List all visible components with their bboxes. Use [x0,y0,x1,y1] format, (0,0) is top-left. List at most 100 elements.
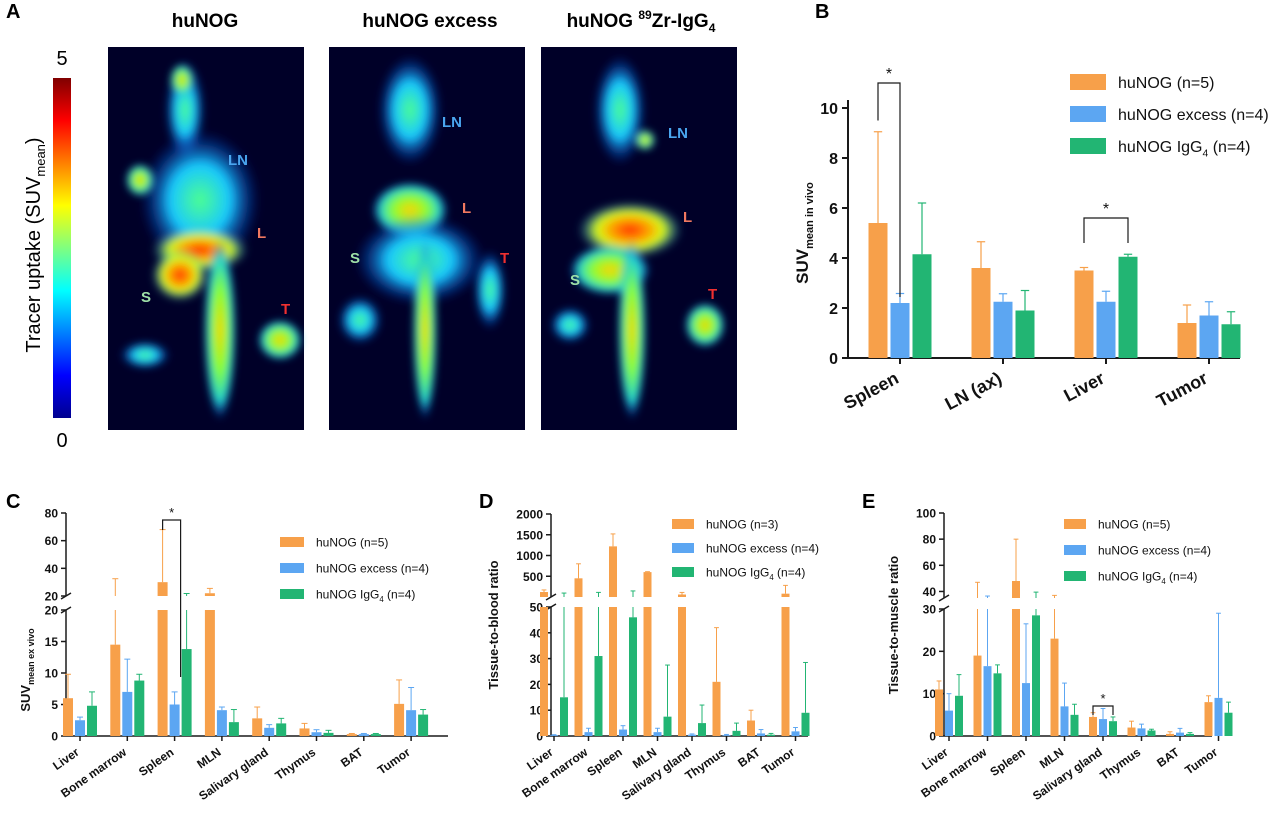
d-bar [653,732,662,736]
e-bar [1012,581,1020,598]
e-legend-swatch [1064,519,1086,529]
b-significance-star: * [886,66,892,83]
e-bar [993,673,1002,736]
e-bar [1032,615,1040,736]
e-bar [1147,730,1156,736]
b-bar [1118,256,1138,358]
c-legend-swatch [280,589,304,599]
d-y-tick-label: 500 [523,570,543,584]
d-bar [663,716,672,736]
d-x-tick-label: Tumor [759,745,797,778]
b-x-tick-label: Liver [1060,368,1107,406]
c-bar [75,720,85,736]
b-x-tick-label: Tumor [1153,368,1211,411]
e-bar [1166,733,1174,736]
d-y-tick-label: 0 [536,730,543,744]
pet2-label-l: L [462,200,471,217]
e-x-tick-label: BAT [1154,745,1182,770]
c-bar [63,698,73,736]
b-y-tick-label: 6 [829,201,838,218]
d-legend-label: huNOG excess (n=4) [706,541,819,555]
pet2-label-s: S [350,250,360,267]
d-x-tick-label: Spleen [584,745,624,779]
pet2-label-ln: LN [442,114,462,131]
d-bar [629,617,637,736]
c-bar [228,722,239,736]
pet-image-3: LN L S T [541,47,737,430]
c-y-tick-label: 40 [45,562,59,576]
d-y-tick-label: 10 [530,704,544,718]
b-legend-label: huNOG (n=5) [1118,75,1214,92]
b-significance-bracket [877,82,901,297]
e-y-tick-label: 20 [923,645,937,659]
e-legend-swatch [1064,545,1086,555]
d-bar [643,572,652,597]
d-bar [722,735,731,736]
c-x-tick-label: Liver [50,745,82,773]
d-bar [678,607,686,736]
e-y-tick-label: 0 [929,730,936,744]
c-bar [204,593,215,596]
b-y-axis-label: SUVmean in vivo [793,182,816,284]
c-y-tick-label: 20 [45,590,59,604]
d-bar [550,735,558,736]
b-bar [868,223,888,358]
d-bar [757,733,765,736]
d-y-tick-label: 1000 [516,549,543,563]
c-bar [252,718,263,736]
c-bar [276,723,287,736]
c-legend-label: huNOG (n=5) [316,535,388,549]
colorbar [53,78,71,418]
b-legend-label: huNOG IgG4 (n=4) [1118,139,1251,160]
c-bar [323,732,334,736]
e-bar [1099,719,1107,736]
b-y-tick-label: 4 [829,251,838,268]
c-y-tick-label: 15 [45,635,59,649]
d-y-axis-label: Tissue-to-blood ratio [486,560,501,689]
d-bar [540,607,548,736]
e-y-tick-label: 10 [923,687,937,701]
e-bar [945,710,953,736]
e-bar [1050,638,1059,736]
b-x-tick-label: Spleen [840,368,902,413]
d-bar [609,607,617,736]
e-bar [955,695,963,736]
e-bar [1022,683,1030,736]
c-y-tick-label: 80 [45,507,59,521]
e-x-tick-label: Spleen [987,745,1027,779]
e-axis-break [938,594,950,602]
d-bar [574,578,583,597]
panel-letter-a: A [6,1,20,23]
colorbar-min: 0 [56,430,67,452]
b-bar [912,254,932,358]
d-legend-swatch [672,567,694,577]
pet-title-1: huNOG [172,11,239,32]
e-bar [935,689,943,736]
c-y-tick-label: 20 [45,604,59,618]
e-legend-label: huNOG excess (n=4) [1098,543,1211,557]
d-bar [781,607,790,736]
c-legend-label: huNOG excess (n=4) [316,561,429,575]
c-bar [134,680,145,736]
c-bar [311,732,322,736]
b-legend-label: huNOG excess (n=4) [1118,107,1269,124]
b-y-tick-label: 8 [829,151,838,168]
c-x-tick-label: MLN [194,745,223,771]
d-bar [574,607,583,736]
d-bar [678,594,686,597]
d-legend-swatch [672,519,694,529]
e-y-tick-label: 30 [923,603,937,617]
e-legend-label: huNOG (n=5) [1098,517,1170,531]
panel-letter-b: B [815,1,829,23]
b-bar [1096,301,1116,358]
b-bar [1177,323,1197,358]
pet3-label-s: S [570,272,580,289]
d-y-tick-label: 20 [530,678,544,692]
b-y-tick-label: 10 [820,101,838,118]
b-bar [971,268,991,358]
c-legend-swatch [280,537,304,547]
d-x-tick-label: Bone marrow [519,745,590,801]
